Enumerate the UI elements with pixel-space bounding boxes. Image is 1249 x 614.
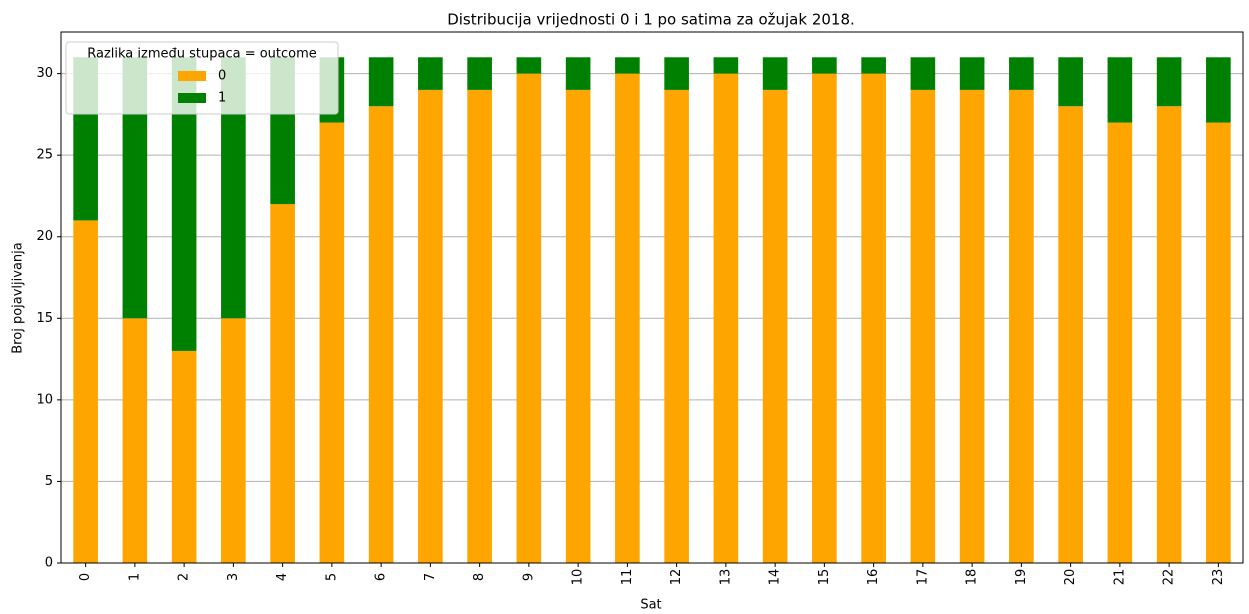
y-tick-label: 15 [36,311,53,326]
legend-swatch [178,71,206,81]
x-tick-label: 8 [472,573,487,581]
x-tick-label: 7 [423,573,438,581]
bar-segment [812,73,837,564]
bar-segment [1058,106,1083,564]
bar-segment [122,318,148,563]
bar-segment [910,57,936,90]
x-tick-label: 22 [1162,569,1177,586]
x-tick-label: 15 [817,569,832,586]
y-tick-label: 30 [36,66,53,81]
x-tick-label: 6 [374,573,389,581]
bar-segment [664,89,689,563]
x-tick-label: 11 [620,569,635,586]
y-axis-label: Broj pojavljivanja [11,242,26,353]
bar-segment [713,73,739,564]
bar-segment [910,89,936,563]
bar-segment [1058,57,1083,107]
y-tick-label: 25 [36,148,53,163]
bar-segment [516,57,542,74]
bar-segment [418,89,443,563]
legend-label: 1 [218,91,226,106]
bar-segment [319,122,345,563]
x-tick-label: 17 [915,569,930,586]
bar-segment [1009,57,1034,90]
bar-segment [1206,57,1231,123]
y-tick-label: 20 [36,229,53,244]
x-tick-label: 19 [1014,569,1029,586]
bar-segment [762,89,788,563]
bar-segment [615,73,640,564]
x-tick-label: 23 [1211,569,1226,586]
bar-segment [418,57,443,90]
bar-segment [221,318,246,563]
bar-segment [1107,57,1133,123]
bar-segment [762,57,788,90]
x-tick-label: 20 [1063,569,1078,586]
x-tick-label: 12 [669,569,684,586]
x-tick-label: 16 [866,569,881,586]
x-tick-label: 3 [226,573,241,581]
bar-segment [1107,122,1133,563]
chart-title: Distribucija vrijednosti 0 i 1 po satima… [447,11,855,29]
bar-segment [368,106,394,564]
bar-segment [565,89,591,563]
bar-segment [861,57,886,74]
bar-segment [1206,122,1231,563]
bar-segment [1156,57,1182,107]
bar-segment [171,350,197,563]
legend-label: 0 [218,69,226,84]
bar-segment [959,57,985,90]
x-tick-label: 18 [965,569,980,586]
y-tick-label: 10 [36,392,53,407]
x-tick-label: 1 [127,573,142,581]
y-tick-label: 5 [45,474,53,489]
bar-segment [467,89,492,563]
plot-frame [60,31,1244,564]
bar-segment [1156,106,1182,564]
x-tick-label: 14 [768,569,783,586]
bar-segment [812,57,837,74]
bar-segment [664,57,689,90]
legend-swatch [178,93,206,103]
x-tick-label: 9 [521,573,536,581]
bar-segment [959,89,985,563]
x-tick-label: 4 [275,573,290,581]
bar-segment [516,73,542,564]
bar-segment [270,204,295,563]
bar-segment [467,57,492,90]
legend: Razlika između stupaca = outcome 0 1 [65,41,339,115]
x-axis-label: Sat [640,598,661,613]
y-tick-label: 0 [45,556,53,571]
x-tick-label: 5 [324,573,339,581]
x-tick-label: 10 [571,569,586,586]
bar-segment [73,220,98,563]
bar-segment [565,57,591,90]
x-tick-label: 21 [1112,569,1127,586]
bar-segment [861,73,886,564]
x-tick-label: 0 [78,573,93,581]
bar-segment [713,57,739,74]
bar-segment [368,57,394,107]
bar-segment [1009,89,1034,563]
x-tick-label: 13 [718,569,733,586]
legend-title: Razlika između stupaca = outcome [87,47,317,62]
x-tick-label: 2 [177,573,192,581]
bar-segment [615,57,640,74]
